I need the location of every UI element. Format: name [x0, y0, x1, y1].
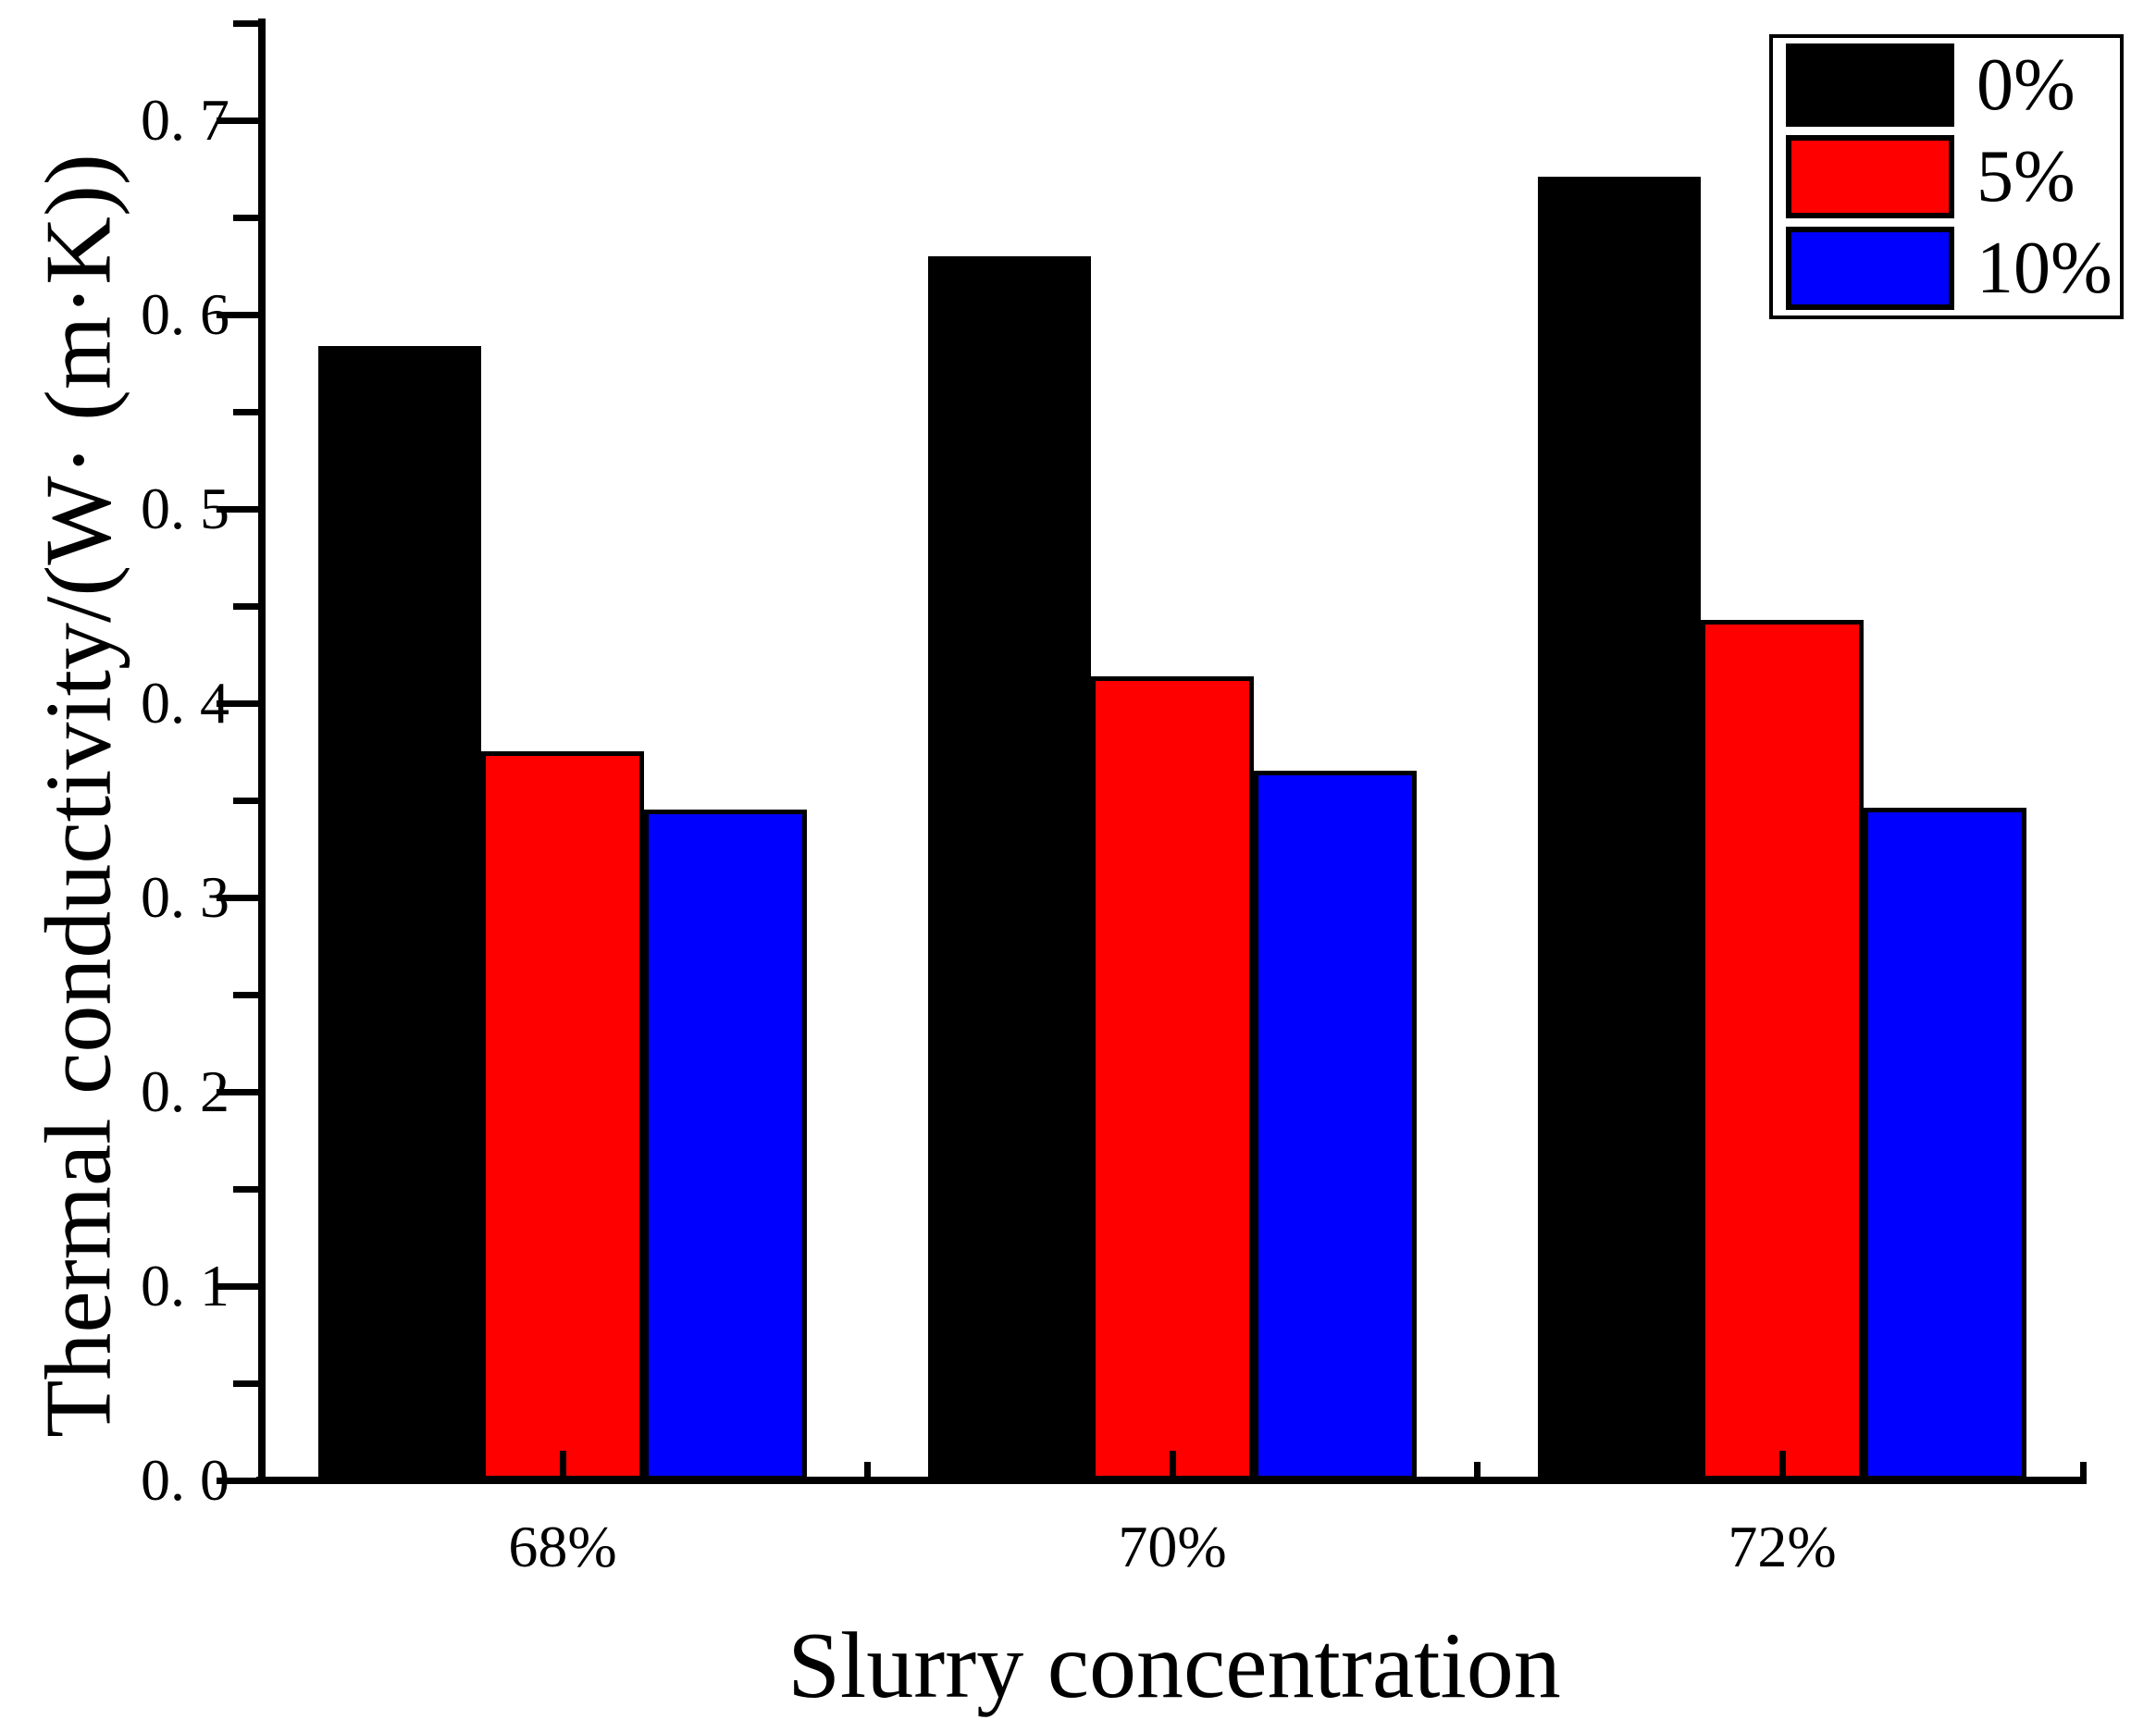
bar-72%-10% — [1864, 808, 2026, 1480]
y-axis-title: Thermal conductivity/(W· (m·K)) — [26, 154, 131, 1438]
legend-swatch-5pct — [1786, 135, 1954, 218]
y-minor-tick — [233, 19, 258, 27]
y-tick-label: 0. 4 — [141, 670, 229, 736]
x-tick-label: 72% — [1728, 1514, 1837, 1579]
y-tick-label: 0. 3 — [141, 864, 229, 930]
y-major-tick — [217, 894, 258, 901]
bar-70%-5% — [1091, 676, 1254, 1480]
y-tick-label: 0. 5 — [141, 476, 229, 541]
x-tick-label: 70% — [1118, 1514, 1227, 1579]
bar-70%-10% — [1254, 771, 1417, 1480]
bar-68%-10% — [644, 810, 807, 1480]
bar-68%-5% — [481, 751, 644, 1480]
x-axis-line — [256, 1477, 2087, 1484]
x-boundary-tick — [1473, 1462, 1481, 1480]
y-minor-tick — [233, 797, 258, 804]
x-boundary-tick — [2079, 1462, 2087, 1480]
y-tick-label: 0. 6 — [141, 281, 229, 347]
x-axis-title: Slurry concentration — [787, 1614, 1561, 1718]
legend-label: 10% — [1976, 228, 2113, 309]
y-tick-label: 0. 1 — [141, 1253, 229, 1318]
y-tick-label: 0. 2 — [141, 1058, 229, 1124]
x-category-tick — [1778, 1451, 1786, 1480]
y-minor-tick — [233, 1185, 258, 1193]
y-major-tick — [217, 1088, 258, 1095]
y-major-tick — [217, 117, 258, 124]
x-category-tick — [559, 1451, 566, 1480]
legend-item: 5% — [1773, 132, 2120, 221]
legend-label: 5% — [1976, 136, 2075, 217]
y-major-tick — [217, 699, 258, 707]
y-tick-label: 0. 0 — [141, 1447, 229, 1513]
legend: 0% 5% 10% — [1769, 34, 2124, 319]
y-major-tick — [217, 1477, 258, 1484]
bar-68%-0% — [318, 346, 481, 1480]
y-minor-tick — [233, 214, 258, 221]
legend-swatch-0pct — [1786, 43, 1954, 127]
legend-item: 0% — [1773, 41, 2120, 130]
y-axis-line — [258, 19, 266, 1484]
y-major-tick — [217, 505, 258, 513]
y-minor-tick — [233, 602, 258, 610]
y-major-tick — [217, 1282, 258, 1290]
y-minor-tick — [233, 408, 258, 415]
x-category-tick — [1169, 1451, 1176, 1480]
x-boundary-tick — [863, 1462, 871, 1480]
y-major-tick — [217, 311, 258, 318]
legend-label: 0% — [1976, 44, 2075, 126]
legend-item: 10% — [1773, 224, 2120, 313]
y-minor-tick — [233, 1380, 258, 1387]
y-tick-label: 0. 7 — [141, 87, 229, 153]
bar-72%-0% — [1538, 177, 1701, 1480]
bar-72%-5% — [1701, 620, 1864, 1480]
y-minor-tick — [233, 991, 258, 998]
legend-swatch-10pct — [1786, 227, 1954, 310]
bar-70%-0% — [928, 256, 1091, 1480]
x-tick-label: 68% — [508, 1514, 617, 1579]
